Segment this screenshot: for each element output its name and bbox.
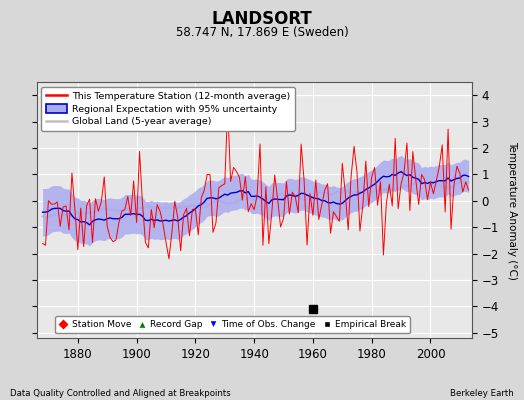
Global Land (5-year average) (292, 193, 299, 198)
Regional Expectation with 95% uncertainty (86, 222, 93, 227)
Global Land (5-year average) (92, 209, 99, 214)
Legend: Station Move, Record Gap, Time of Obs. Change, Empirical Break: Station Move, Record Gap, Time of Obs. C… (55, 316, 410, 334)
Text: Data Quality Controlled and Aligned at Breakpoints: Data Quality Controlled and Aligned at B… (10, 389, 231, 398)
Global Land (5-year average) (42, 215, 49, 220)
This Temperature Station (12-month average) (260, 243, 266, 248)
Regional Expectation with 95% uncertainty (398, 169, 404, 174)
This Temperature Station (12-month average) (225, 103, 231, 108)
Global Land (5-year average) (457, 178, 463, 183)
Global Land (5-year average) (465, 180, 472, 185)
This Temperature Station (12-month average) (465, 188, 472, 192)
This Temperature Station (12-month average) (39, 241, 46, 246)
Regional Expectation with 95% uncertainty (92, 217, 99, 222)
Regional Expectation with 95% uncertainty (257, 195, 263, 200)
Global Land (5-year average) (148, 205, 155, 210)
Line: Regional Expectation with 95% uncertainty: Regional Expectation with 95% uncertaint… (42, 172, 468, 225)
Global Land (5-year average) (257, 197, 263, 202)
Text: 58.747 N, 17.869 E (Sweden): 58.747 N, 17.869 E (Sweden) (176, 26, 348, 39)
Regional Expectation with 95% uncertainty (148, 217, 155, 222)
Regional Expectation with 95% uncertainty (145, 218, 151, 223)
Global Land (5-year average) (39, 214, 46, 219)
Text: LANDSORT: LANDSORT (212, 10, 312, 28)
Regional Expectation with 95% uncertainty (292, 194, 299, 199)
This Temperature Station (12-month average) (166, 256, 172, 261)
Line: Global Land (5-year average): Global Land (5-year average) (42, 180, 468, 217)
Global Land (5-year average) (163, 205, 169, 210)
Regional Expectation with 95% uncertainty (163, 218, 169, 223)
Text: Berkeley Earth: Berkeley Earth (450, 389, 514, 398)
This Temperature Station (12-month average) (145, 246, 151, 250)
This Temperature Station (12-month average) (295, 210, 301, 215)
Regional Expectation with 95% uncertainty (465, 174, 472, 179)
This Temperature Station (12-month average) (90, 240, 96, 245)
This Temperature Station (12-month average) (143, 240, 149, 245)
Y-axis label: Temperature Anomaly (°C): Temperature Anomaly (°C) (507, 140, 517, 280)
This Temperature Station (12-month average) (160, 222, 166, 227)
Global Land (5-year average) (145, 204, 151, 208)
Regional Expectation with 95% uncertainty (39, 210, 46, 215)
Line: This Temperature Station (12-month average): This Temperature Station (12-month avera… (42, 105, 468, 259)
